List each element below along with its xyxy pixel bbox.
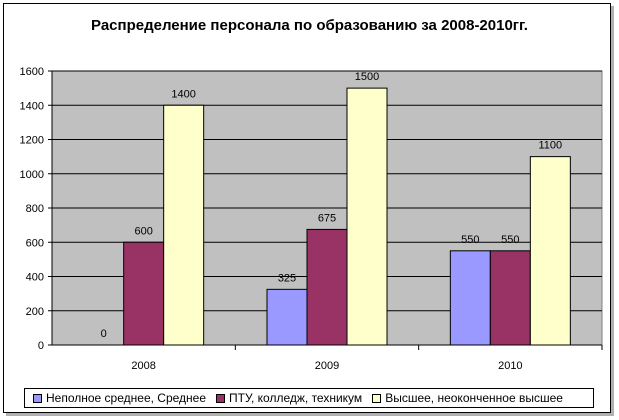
data-label: 325 (278, 272, 296, 284)
y-tick-label: 600 (26, 237, 44, 249)
data-label: 550 (461, 234, 479, 246)
legend-swatch (33, 393, 42, 403)
x-tick-label: 2009 (315, 360, 339, 372)
y-tick-label: 1000 (20, 169, 44, 181)
legend-swatch (372, 393, 382, 403)
legend-item: ПТУ, колледж, техникум (216, 391, 362, 405)
y-tick-label: 800 (26, 203, 44, 215)
legend-item: Высшее, неоконченное высшее (372, 391, 563, 405)
y-tick-label: 200 (26, 306, 44, 318)
bar (266, 288, 308, 346)
data-label: 675 (318, 212, 336, 224)
legend-label: ПТУ, колледж, техникум (229, 391, 363, 405)
bar (489, 250, 531, 346)
bar (346, 87, 388, 346)
data-label: 0 (101, 328, 107, 340)
chart-legend: Неполное среднее, Среднее ПТУ, колледж, т… (24, 388, 594, 408)
y-tick-label: 0 (38, 340, 44, 352)
legend-swatch (216, 393, 226, 403)
data-label: 1400 (171, 88, 195, 100)
bar (123, 241, 165, 346)
y-tick-label: 1200 (20, 135, 44, 147)
bar (163, 104, 205, 346)
bar (306, 228, 348, 346)
legend-item: Неполное среднее, Среднее (33, 391, 206, 405)
chart-title: Распределение персонала по образованию з… (91, 17, 528, 34)
bar (529, 156, 571, 346)
data-label: 600 (134, 225, 152, 237)
data-label: 1500 (355, 71, 379, 83)
y-tick-label: 400 (26, 272, 44, 284)
legend-label: Высшее, неоконченное высшее (385, 391, 563, 405)
data-label: 550 (501, 234, 519, 246)
x-tick-label: 2008 (131, 360, 155, 372)
bar (449, 250, 491, 346)
data-label: 1100 (539, 140, 563, 152)
x-tick-label: 2010 (498, 360, 522, 372)
legend-label: Неполное среднее, Среднее (46, 391, 207, 405)
y-tick-label: 1400 (20, 100, 44, 112)
y-tick-label: 1600 (20, 66, 44, 78)
